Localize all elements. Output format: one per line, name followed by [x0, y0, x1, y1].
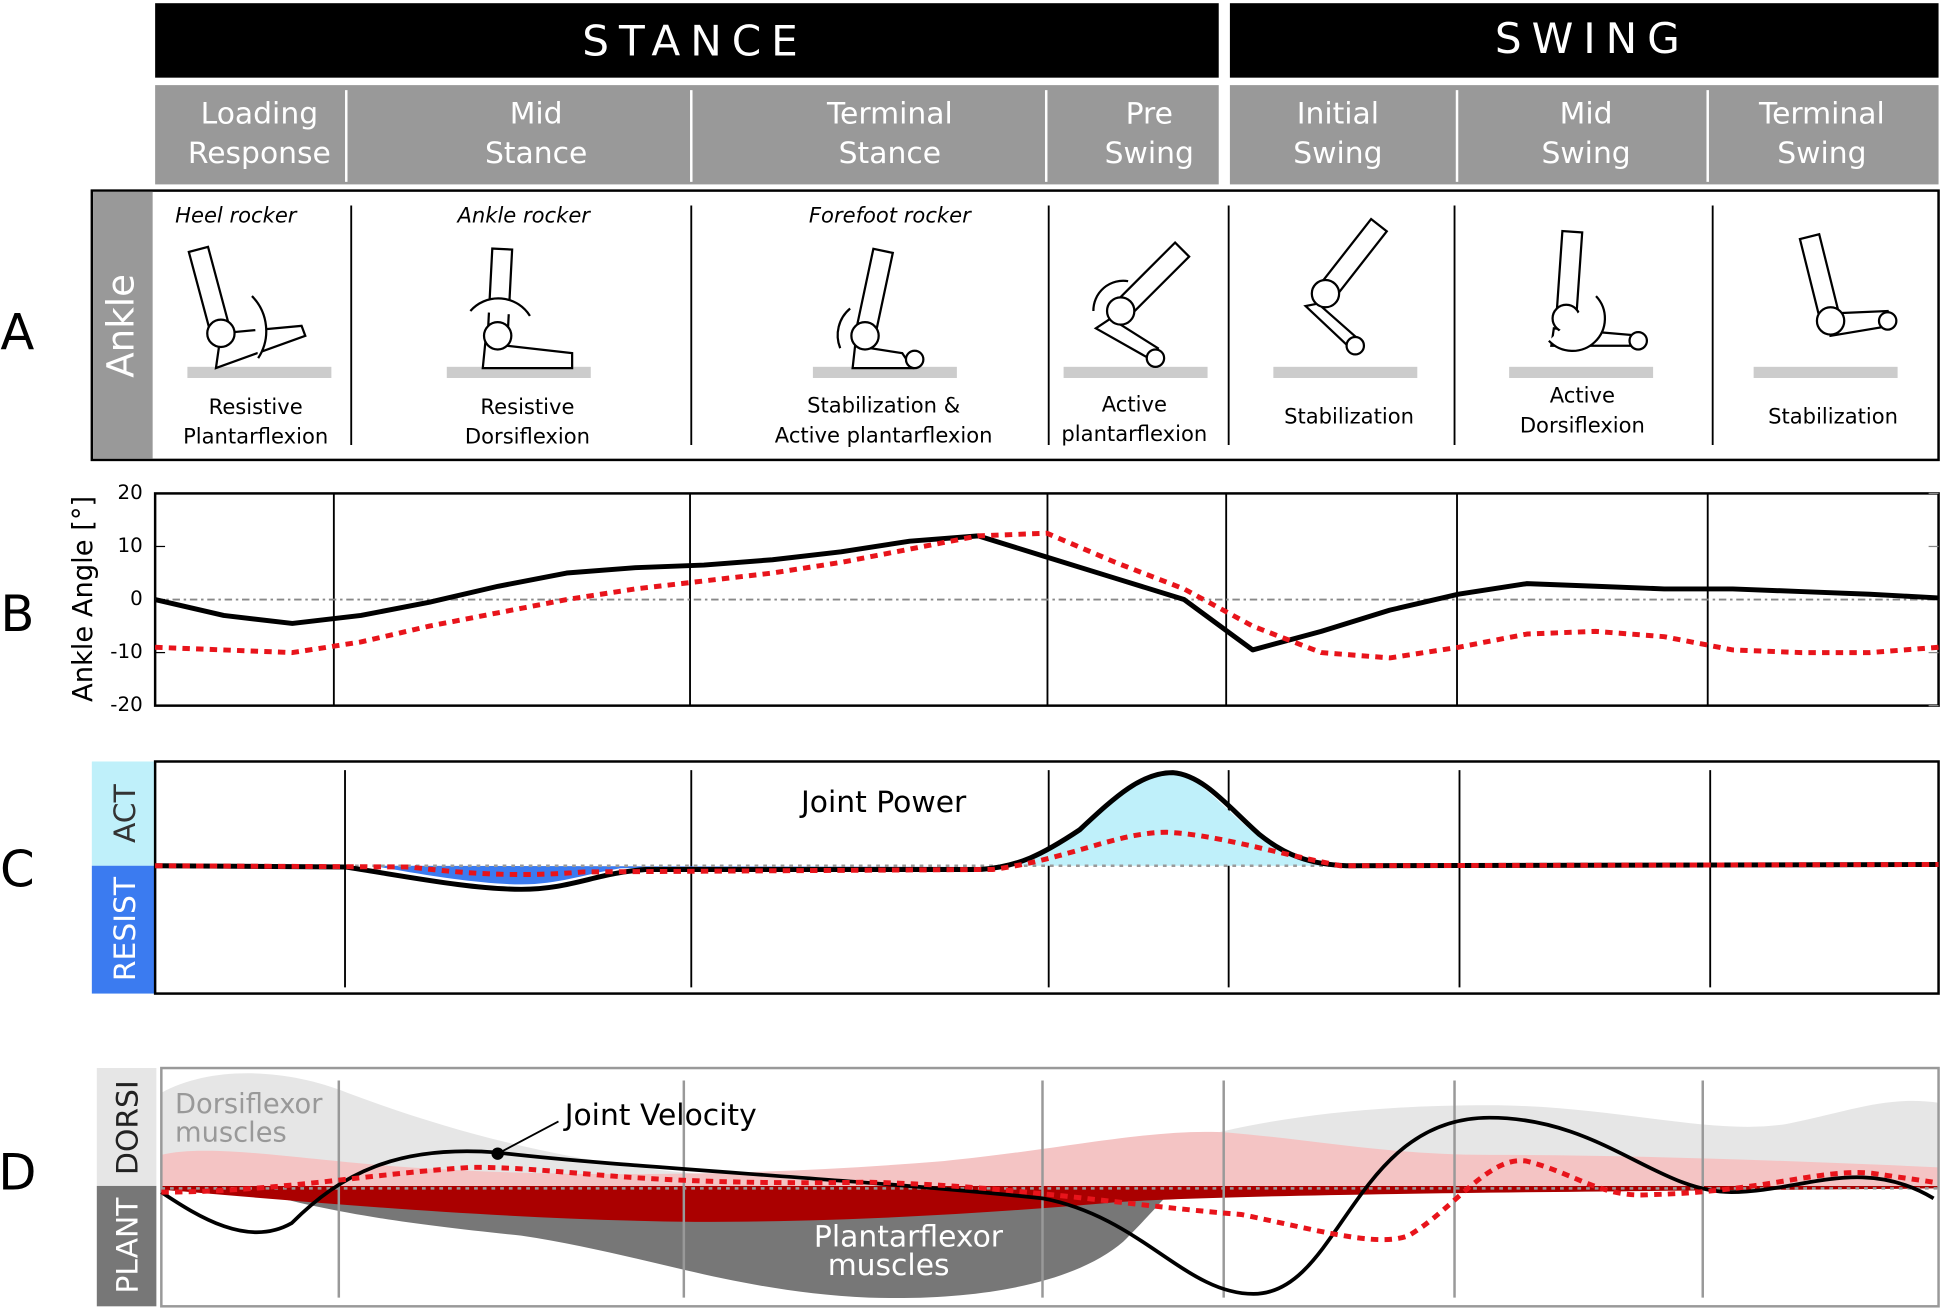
velocity-curve: [160, 1115, 1935, 1296]
series-line: [155, 530, 1939, 661]
rocker: Heel rocker: [175, 203, 298, 228]
subphase: Swing: [1293, 136, 1382, 171]
power-frame: [153, 760, 1940, 995]
function-label: Active: [1102, 391, 1167, 416]
function-label: Resistive: [480, 394, 574, 419]
plantar-band: [161, 1185, 1939, 1222]
subphase: Terminal: [826, 96, 953, 131]
ankle-strip: [93, 191, 153, 459]
ankle-icons: [187, 217, 1898, 370]
y-tick-label: -20: [110, 693, 142, 716]
phase: SWING: [1495, 14, 1690, 63]
y-tick-label: 0: [130, 587, 143, 610]
subphase: Mid: [1560, 96, 1613, 131]
resist-area: [372, 865, 993, 885]
panel-letter: B: [0, 585, 34, 643]
power-curve: [155, 770, 1939, 892]
subphase: Stance: [839, 136, 941, 171]
function-label: Stabilization: [1768, 404, 1898, 429]
panel-letter: D: [0, 1144, 36, 1202]
y-axis-label: Ankle Angle [°]: [68, 496, 99, 702]
velocity-pointer: [497, 1120, 559, 1155]
dorsi-muscles: Dorsiflexor: [175, 1089, 323, 1120]
subphase-dividers: [345, 90, 1709, 182]
series-line: [154, 533, 1939, 653]
subphase: Swing: [1541, 136, 1630, 171]
panel-letter: C: [0, 841, 35, 899]
dorsi-strip: [96, 1068, 157, 1186]
velocity-curve-red: [161, 1158, 1934, 1243]
resist-strip: [91, 865, 156, 994]
function-label: Dorsiflexion: [465, 424, 590, 449]
ankle-dividers: [350, 205, 1714, 446]
ankle-label: Ankle: [98, 274, 142, 378]
plantar-area: [248, 1189, 1173, 1299]
function-label: Active plantarflexion: [775, 422, 993, 447]
rocker: Ankle rocker: [455, 203, 591, 228]
y-tick-label: 20: [117, 481, 142, 504]
function-label: Plantarflexion: [183, 424, 328, 449]
panel-letter: A: [0, 303, 34, 361]
subphase: Terminal: [1758, 96, 1885, 131]
subphase: Stance: [485, 136, 587, 171]
pink-area: [161, 1131, 1939, 1186]
stance-bar: [155, 3, 1219, 78]
plant-muscles: muscles: [828, 1248, 950, 1283]
y-tick-label: -10: [110, 640, 142, 663]
velocity-label: Joint Velocity: [563, 1098, 757, 1133]
act-area: [992, 772, 1322, 866]
y-tick-label: 10: [117, 534, 142, 557]
plant-strip: [96, 1185, 157, 1307]
power-curve-red: [155, 829, 1939, 878]
ground: [187, 366, 1898, 378]
subphase: Loading: [201, 96, 318, 131]
dorsi-label: DORSI: [111, 1080, 146, 1175]
subphase: Swing: [1777, 136, 1866, 171]
subphase: Initial: [1297, 96, 1379, 131]
subphase: Mid: [510, 96, 563, 131]
plant-muscles: Plantarflexor: [814, 1220, 1004, 1255]
act-label: ACT: [108, 783, 143, 843]
function-label: Dorsiflexion: [1520, 412, 1645, 437]
act-strip: [91, 761, 156, 866]
phase: STANCE: [582, 17, 807, 66]
function-label: Active: [1550, 383, 1615, 408]
function-label: plantarflexion: [1061, 421, 1207, 446]
subphase-bg: [155, 85, 1219, 185]
power-title: Joint Power: [799, 785, 967, 820]
subphase: Response: [188, 136, 331, 171]
plant-label: PLANT: [111, 1197, 146, 1294]
subphase: Swing: [1105, 136, 1194, 171]
function-label: Resistive: [209, 394, 303, 419]
function-label: Stabilization &: [807, 393, 960, 418]
swing-bar: [1229, 3, 1939, 78]
subphase: Pre: [1126, 96, 1173, 131]
function-label: Stabilization: [1284, 404, 1414, 429]
subphase-bg: [1229, 85, 1939, 185]
resist-label: RESIST: [108, 876, 143, 981]
ankle-box: [90, 189, 1940, 462]
dorsi-muscles: muscles: [175, 1117, 287, 1148]
rocker: Forefoot rocker: [809, 203, 972, 228]
